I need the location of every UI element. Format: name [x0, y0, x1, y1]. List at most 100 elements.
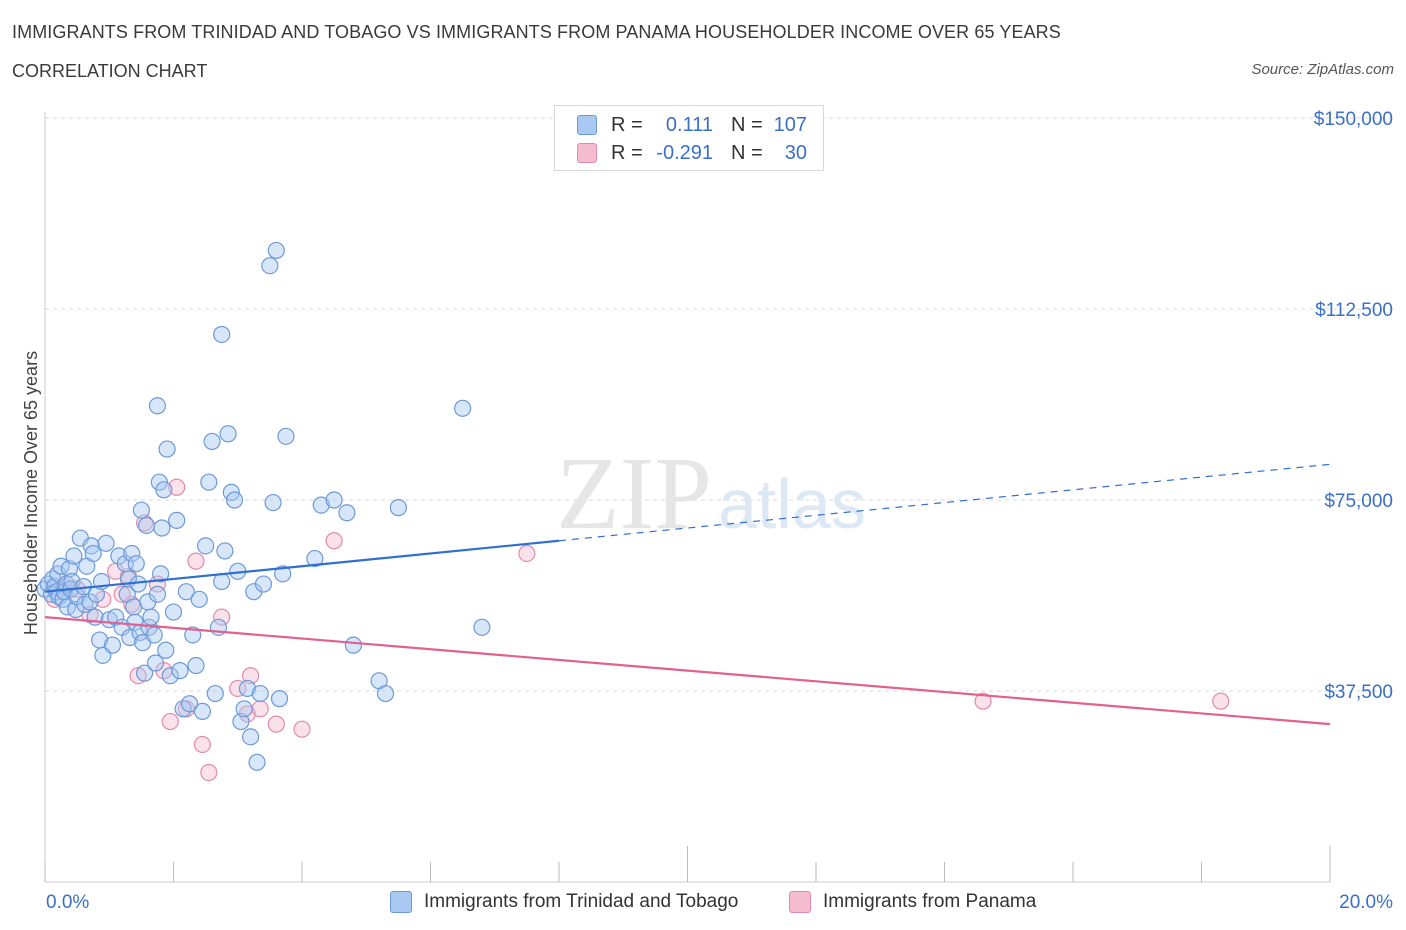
trinidad-point-41: [123, 544, 141, 563]
trinidad-point-88: [242, 728, 260, 746]
trinidad-point-40: [121, 628, 139, 647]
trinidad-point-71: [187, 656, 205, 675]
panama-point-28: [974, 692, 992, 710]
panama-point-14: [168, 478, 186, 496]
trinidad-point-70: [184, 626, 202, 644]
r-label: R =: [611, 141, 643, 164]
trinidad-point-110: [148, 397, 167, 415]
trinidad-point-102: [338, 504, 356, 522]
watermark: ZIP atlas: [556, 436, 866, 551]
panama-point-17: [193, 735, 212, 754]
trinidad-point-17: [67, 600, 85, 619]
watermark-atlas: atlas: [718, 465, 866, 543]
r-value: -0.291: [656, 141, 713, 164]
trinidad-point-61: [157, 641, 175, 659]
trinidad-point-33: [103, 636, 122, 654]
trinidad-point-80: [216, 542, 234, 560]
trend-lines: [44, 463, 1331, 726]
legend-swatch-trinidad: [390, 891, 412, 913]
legend-swatch-trinidad: [577, 115, 597, 135]
y-tick-label-0: $37,500: [1324, 682, 1393, 703]
trinidad-point-68: [177, 583, 195, 601]
legend-row-panama: R = -0.291 N = 30: [577, 140, 807, 166]
trinidad-point-99: [306, 549, 324, 568]
trinidad-point-77: [206, 684, 224, 703]
n-value: 107: [773, 113, 807, 136]
trinidad-point-93: [261, 257, 279, 275]
trinidad-point-76: [203, 432, 221, 451]
trinidad-point-86: [235, 700, 253, 718]
y-tick-label-1: $75,000: [1324, 491, 1393, 512]
trinidad-point-95: [267, 241, 285, 260]
correlation-legend: R = 0.111 N = 107 R = -0.291 N = 30: [554, 105, 824, 171]
trinidad-point-109: [213, 325, 231, 344]
legend-item-panama[interactable]: Immigrants from Panama: [789, 891, 1036, 913]
legend-row-trinidad: R = 0.111 N = 107: [577, 112, 807, 138]
legend-item-trinidad[interactable]: Immigrants from Trinidad and Tobago: [390, 891, 738, 913]
panama-point-26: [325, 532, 343, 550]
trinidad-trend-line: [44, 539, 560, 593]
legend-label-trinidad: Immigrants from Trinidad and Tobago: [424, 891, 739, 912]
panama-point-24: [267, 715, 285, 733]
x-tick-label-min: 0.0%: [46, 892, 89, 913]
trinidad-point-94: [264, 493, 282, 512]
r-label: R =: [611, 113, 643, 136]
trinidad-point-74: [197, 537, 215, 555]
panama-trend-line: [44, 616, 1331, 726]
trinidad-point-16: [65, 547, 83, 565]
trinidad-point-64: [164, 603, 183, 621]
trinidad-point-65: [168, 511, 186, 529]
trinidad-point-81: [219, 425, 237, 443]
x-tick-label-max: 20.0%: [1339, 892, 1393, 913]
panama-point-20: [229, 679, 247, 698]
trinidad-point-60: [155, 481, 173, 499]
n-label: N =: [731, 141, 763, 164]
trinidad-point-59: [153, 519, 171, 537]
trinidad-point-103: [344, 636, 362, 654]
trinidad-point-90: [248, 753, 266, 771]
trinidad-point-85: [232, 712, 250, 731]
panama-point-25: [293, 720, 311, 738]
y-tick-label-2: $112,500: [1315, 300, 1393, 321]
trinidad-point-49: [135, 664, 154, 682]
trinidad-point-47: [132, 501, 150, 519]
trinidad-point-73: [193, 702, 212, 720]
trinidad-point-100: [312, 496, 330, 514]
grid-lines: [45, 117, 1395, 692]
trinidad-point-44: [127, 555, 145, 573]
trinidad-point-63: [161, 667, 179, 685]
trinidad-point-72: [190, 590, 208, 608]
legend-swatch-panama: [789, 891, 811, 913]
trinidad-point-96: [270, 690, 289, 708]
trinidad-point-107: [454, 399, 472, 417]
trinidad-point-69: [180, 695, 199, 713]
legend-swatch-panama: [577, 143, 597, 163]
panama-point-22: [242, 667, 260, 685]
trinidad-point-101: [325, 491, 343, 509]
trinidad-point-91: [251, 684, 269, 703]
trinidad-point-50: [137, 516, 156, 535]
axes: [44, 112, 1331, 883]
y-tick-label-3: $150,000: [1314, 109, 1393, 130]
source-label: Source: ZipAtlas.com: [1251, 61, 1394, 78]
trinidad-point-31: [97, 534, 115, 552]
trinidad-point-66: [171, 662, 189, 680]
trinidad-point-53: [142, 608, 160, 626]
trinidad-point-54: [145, 626, 163, 644]
panama-point-29: [1212, 692, 1230, 710]
trinidad-point-87: [238, 679, 256, 698]
trinidad-point-79: [213, 572, 231, 591]
r-value: 0.111: [665, 113, 713, 136]
series-legend: Immigrants from Trinidad and Tobago Immi…: [0, 889, 1406, 915]
panama-point-13: [161, 712, 179, 731]
trinidad-point-83: [225, 491, 244, 509]
trinidad-point-25: [84, 544, 102, 563]
trinidad-point-13: [60, 560, 79, 578]
panama-point-19: [213, 608, 231, 626]
panama-point-18: [200, 763, 218, 782]
trinidad-point-108: [473, 618, 491, 636]
watermark-zip: ZIP: [556, 436, 712, 551]
trinidad-point-92: [254, 575, 273, 593]
n-label: N =: [731, 113, 763, 136]
